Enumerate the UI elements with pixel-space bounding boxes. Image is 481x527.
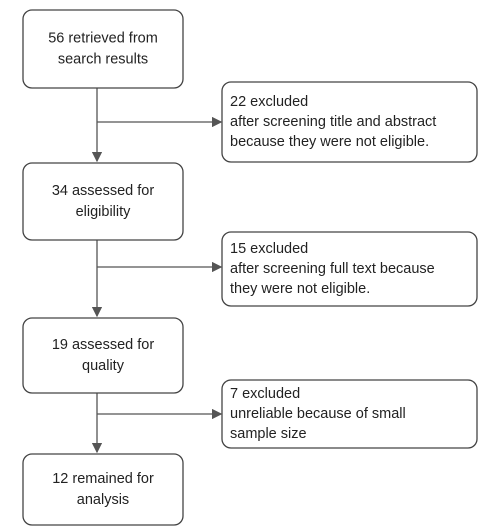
process-box xyxy=(22,317,184,394)
process-box xyxy=(22,453,184,526)
box-label: 12 remained for xyxy=(52,471,154,487)
exclusion-box xyxy=(221,231,478,307)
exclusion-label: 15 excluded xyxy=(230,241,308,257)
process-box xyxy=(22,162,184,241)
exclusion-label: 22 excluded xyxy=(230,94,308,110)
exclusion-box xyxy=(221,379,478,449)
exclusion-label: after screening title and abstract xyxy=(230,114,436,130)
box-label: 19 assessed for xyxy=(52,337,155,353)
process-box xyxy=(22,9,184,89)
exclusion-box xyxy=(221,81,478,163)
exclusion-label: they were not eligible. xyxy=(230,281,370,297)
box-label: search results xyxy=(58,51,148,67)
box-label: 56 retrieved from xyxy=(48,30,158,46)
exclusion-label: sample size xyxy=(230,426,307,442)
exclusion-label: unreliable because of small xyxy=(230,406,406,422)
box-label: 34 assessed for xyxy=(52,183,155,199)
exclusion-label: because they were not eligible. xyxy=(230,134,429,150)
connectors xyxy=(91,88,223,454)
exclusion-label: after screening full text because xyxy=(230,261,435,277)
box-label: eligibility xyxy=(76,204,132,220)
box-label: quality xyxy=(82,358,125,374)
box-label: analysis xyxy=(77,492,129,508)
exclusion-label: 7 excluded xyxy=(230,386,300,402)
